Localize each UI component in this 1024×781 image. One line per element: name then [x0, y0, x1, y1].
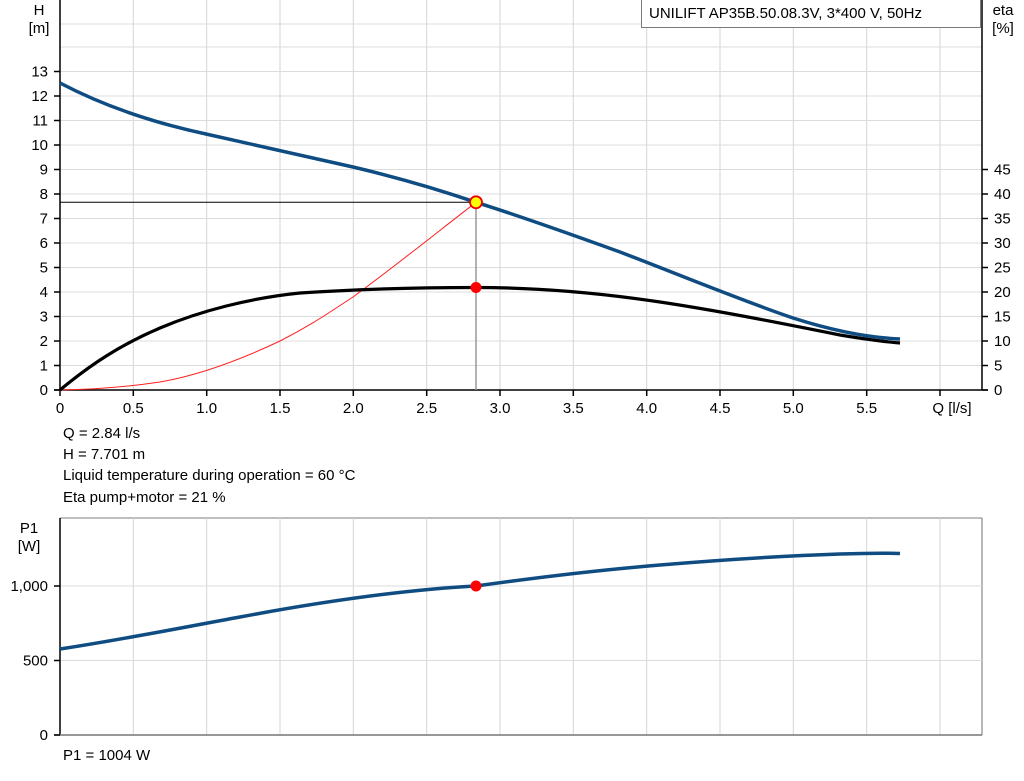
svg-text:3: 3 — [40, 309, 48, 326]
svg-text:30: 30 — [994, 235, 1011, 252]
bottom-grid-vertical — [132, 518, 941, 735]
svg-text:1.0: 1.0 — [196, 400, 217, 417]
p1-point-marker[interactable] — [470, 580, 482, 592]
svg-text:500: 500 — [23, 653, 48, 670]
info-liquid-temperature: Liquid temperature during operation = 60… — [63, 467, 356, 484]
top-grid-horizontal — [60, 23, 982, 366]
top-y-right-ticks — [982, 168, 988, 391]
svg-text:5: 5 — [40, 260, 48, 277]
svg-text:4: 4 — [40, 284, 48, 301]
svg-text:3.0: 3.0 — [490, 400, 511, 417]
bottom-grid-horizontal — [60, 585, 982, 661]
svg-text:2.5: 2.5 — [416, 400, 437, 417]
info-head: H = 7.701 m — [63, 446, 146, 463]
svg-text:3.5: 3.5 — [563, 400, 584, 417]
svg-text:4.5: 4.5 — [710, 400, 731, 417]
x-axis-label: Q [l/s] — [932, 400, 971, 417]
h-axis-unit: [m] — [29, 20, 50, 37]
svg-text:1: 1 — [40, 358, 48, 375]
svg-text:4.0: 4.0 — [636, 400, 657, 417]
svg-text:5.0: 5.0 — [783, 400, 804, 417]
svg-text:40: 40 — [994, 186, 1011, 203]
p1-axis-unit: [W] — [18, 538, 41, 555]
top-axis-titles: H [m] eta [%] — [29, 2, 1015, 37]
pump-model-title: UNILIFT AP35B.50.08.3V, 3*400 V, 50Hz — [641, 0, 981, 28]
svg-text:6: 6 — [40, 235, 48, 252]
svg-text:35: 35 — [994, 211, 1011, 228]
info-efficiency: Eta pump+motor = 21 % — [63, 489, 226, 506]
svg-text:45: 45 — [994, 162, 1011, 179]
svg-text:12: 12 — [31, 88, 48, 105]
svg-text:9: 9 — [40, 162, 48, 179]
svg-text:13: 13 — [31, 64, 48, 81]
bottom-axis-titles: P1 [W] — [18, 520, 41, 555]
top-y-left-tick-labels: 0 1 2 3 4 5 6 7 8 9 10 11 12 13 — [31, 64, 48, 400]
svg-text:1,000: 1,000 — [10, 578, 48, 595]
svg-text:25: 25 — [994, 260, 1011, 277]
svg-text:5.5: 5.5 — [856, 400, 877, 417]
bottom-chart: 0 500 1,000 P1 [W] — [10, 517, 983, 744]
bottom-y-tick-labels: 0 500 1,000 — [10, 578, 48, 744]
svg-text:20: 20 — [994, 284, 1011, 301]
svg-text:1.5: 1.5 — [270, 400, 291, 417]
bottom-y-ticks — [54, 585, 60, 736]
info-p1-power: P1 = 1004 W — [63, 747, 151, 764]
head-curve — [59, 81, 901, 341]
eta-curve — [58, 285, 901, 392]
svg-text:0.5: 0.5 — [123, 400, 144, 417]
svg-text:0: 0 — [40, 727, 48, 744]
top-x-ticks — [59, 390, 941, 396]
eta-axis-title: eta — [993, 2, 1015, 19]
p1-axis-title: P1 — [20, 520, 38, 537]
p1-curve — [59, 551, 901, 651]
top-y-right-tick-labels: 0 5 10 15 20 25 30 35 40 45 — [994, 162, 1011, 400]
svg-text:15: 15 — [994, 309, 1011, 326]
svg-text:11: 11 — [32, 113, 48, 130]
system-curve — [59, 201, 477, 391]
svg-text:10: 10 — [994, 333, 1011, 350]
svg-text:10: 10 — [31, 137, 48, 154]
svg-text:0: 0 — [994, 382, 1002, 399]
duty-point-marker[interactable] — [469, 195, 483, 210]
svg-text:7: 7 — [40, 211, 48, 228]
svg-text:8: 8 — [40, 186, 48, 203]
svg-text:2: 2 — [40, 333, 48, 350]
info-flow-rate: Q = 2.84 l/s — [63, 425, 141, 442]
eta-point-marker[interactable] — [470, 282, 482, 293]
svg-text:2.0: 2.0 — [343, 400, 364, 417]
top-y-left-ticks — [54, 70, 60, 391]
top-chart: 0 1 2 3 4 5 6 7 8 9 10 11 12 13 0 5 10 1… — [29, 0, 1015, 417]
svg-text:5: 5 — [994, 358, 1002, 375]
svg-text:0: 0 — [40, 382, 48, 399]
eta-axis-unit: [%] — [992, 20, 1014, 37]
h-axis-title: H — [34, 2, 45, 19]
svg-text:0: 0 — [56, 400, 64, 417]
top-x-tick-labels: 0 0.5 1.0 1.5 2.0 2.5 3.0 3.5 4.0 4.5 5.… — [56, 400, 972, 417]
